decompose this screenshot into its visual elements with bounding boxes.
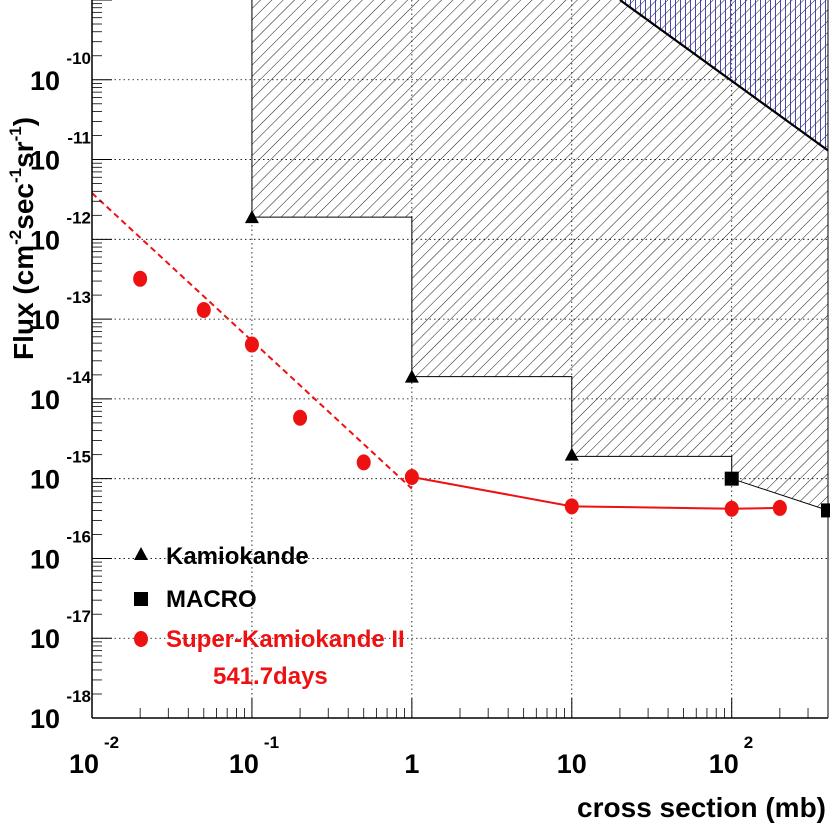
x-tick-label: 1 [404, 749, 419, 779]
kamiokande-marker [564, 447, 579, 461]
excluded-region-boundary [619, 0, 828, 152]
y-tick-label: 10 [30, 305, 60, 335]
y-tick-label: 10 [30, 66, 60, 96]
x-tick-label: 10 [69, 749, 99, 779]
super-kamiokande-marker [196, 302, 211, 319]
excluded-region-fill [251, 0, 828, 511]
excluded-regions [251, 0, 828, 511]
x-tick-exponent: 2 [744, 733, 753, 752]
y-axis-title-exp: -1 [6, 126, 25, 141]
x-tick-label: 10 [709, 749, 739, 779]
data-markers [133, 210, 830, 518]
y-axis-title-part: sec [8, 183, 39, 230]
y-axis-title-part: ) [8, 117, 39, 126]
y-axis-title-exp: -2 [6, 230, 25, 245]
y-tick-exponent: -12 [66, 208, 91, 227]
series-lines [92, 192, 780, 510]
super-kamiokande-marker [356, 454, 371, 471]
x-tick-exponent: -2 [104, 733, 119, 752]
super-kamiokande-marker [772, 499, 787, 516]
legend-label: Kamiokande [166, 543, 309, 570]
legend-triangle-marker [134, 547, 148, 560]
y-tick-label: 10 [30, 624, 60, 654]
y-tick-label: 10 [30, 465, 60, 495]
super-kamiokande-marker [724, 500, 739, 517]
x-axis-title: cross section (mb) [577, 792, 826, 823]
super-kamiokande-marker [293, 409, 308, 426]
y-tick-exponent: -13 [66, 288, 91, 307]
y-tick-label: 10 [30, 225, 60, 255]
super-kamiokande-marker [564, 498, 579, 515]
legend-square-marker [134, 592, 148, 606]
legend-label: MACRO [166, 586, 257, 613]
y-tick-exponent: -10 [66, 49, 91, 68]
y-tick-exponent: -14 [66, 368, 91, 387]
macro-marker [724, 471, 739, 486]
x-tick-label: 10 [557, 749, 587, 779]
y-tick-label: 10 [30, 544, 60, 574]
kamiokande-marker [244, 210, 259, 224]
y-tick-exponent: -17 [66, 607, 91, 626]
series-line [411, 475, 780, 510]
y-tick-label: 10 [30, 146, 60, 176]
super-kamiokande-marker [133, 270, 148, 287]
axes: -1010-1110-1210-1310-1410-1510-1610-1710… [30, 0, 829, 779]
y-tick-exponent: -16 [66, 527, 91, 546]
y-tick-label: 10 [30, 385, 60, 415]
y-axis-title: Flux (cm-2sec-1sr-1) [6, 117, 39, 360]
super-kamiokande-marker [244, 336, 259, 353]
y-axis-title-part: sr [8, 141, 39, 168]
x-tick-label: 10 [229, 749, 259, 779]
y-tick-exponent: -18 [66, 687, 91, 706]
y-tick-label: 10 [30, 704, 60, 734]
kamiokande-marker [404, 369, 419, 383]
legend: Kamiokande MACRO Super-Kamiokande II 541… [134, 543, 405, 690]
y-tick-exponent: -11 [67, 129, 91, 148]
x-tick-exponent: -1 [264, 733, 279, 752]
macro-marker [821, 503, 830, 518]
legend-note: 541.7days [213, 663, 328, 690]
super-kamiokande-marker [404, 468, 419, 485]
legend-label: Super-Kamiokande II [166, 626, 405, 653]
y-tick-exponent: -15 [66, 448, 91, 467]
dashed-fit-line [92, 192, 413, 490]
y-axis-title-part: Flux (cm [8, 245, 39, 360]
excluded-region-boundary [251, 0, 828, 511]
legend-circle-marker [134, 631, 148, 647]
y-axis-title-exp: -1 [6, 168, 25, 183]
